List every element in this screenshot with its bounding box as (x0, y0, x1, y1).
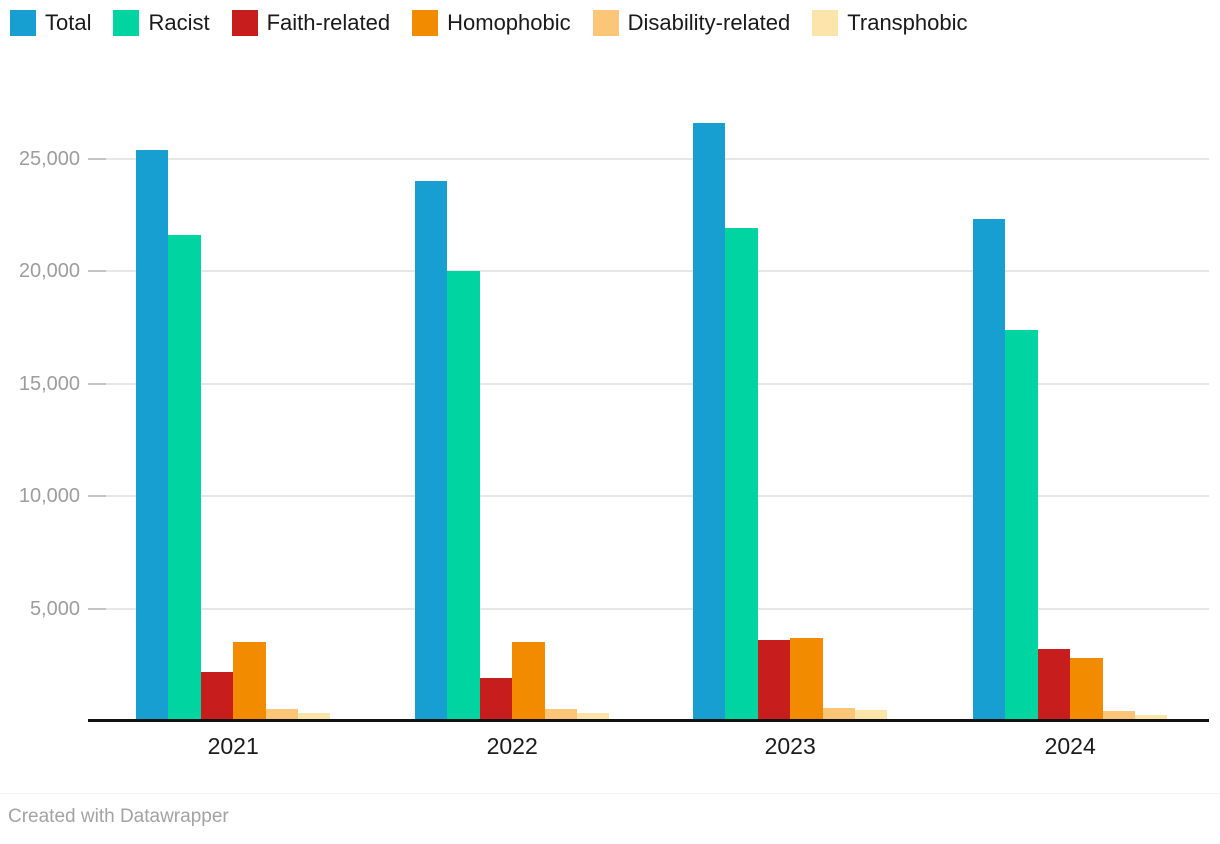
gridline-15000 (88, 382, 1209, 385)
gridline-25000 (88, 157, 1209, 160)
bar-disability-related-2023[interactable] (822, 707, 855, 721)
ytick-label-10000: 10,000 (18, 485, 80, 507)
ytick-mark-10000 (88, 495, 106, 497)
gridline-5000 (88, 607, 1209, 610)
datawrapper-attribution[interactable]: Created with Datawrapper (8, 806, 229, 827)
legend-item-transphobic: Transphobic (812, 10, 968, 36)
xtick-label-2024: 2024 (1044, 733, 1096, 759)
bar-homophobic-2021[interactable] (233, 642, 266, 721)
legend-item-total: Total (10, 10, 91, 36)
gridline-20000 (88, 270, 1209, 272)
legend-item-homophobic: Homophobic (412, 10, 571, 36)
bar-faith-related-2024[interactable] (1037, 649, 1071, 721)
ytick-label-20000: 20,000 (18, 260, 80, 282)
bar-total-2022[interactable] (415, 181, 448, 721)
legend-label-disability-related: Disability-related (627, 10, 791, 35)
bar-faith-related-2022[interactable] (479, 678, 513, 721)
xtick-label-2023: 2023 (764, 733, 816, 759)
bar-transphobic-2021[interactable] (298, 713, 331, 721)
legend-label-homophobic: Homophobic (447, 10, 571, 35)
legend-swatch-racist (113, 10, 140, 36)
legend-label-faith-related: Faith-related (266, 10, 391, 35)
bar-homophobic-2023[interactable] (790, 637, 823, 721)
ytick-mark-25000 (88, 157, 106, 160)
legend: Total Racist Faith-related Homophobic Disabi… (10, 10, 990, 36)
legend-item-disability-related: Disability-related (592, 10, 791, 36)
ytick-mark-20000 (88, 270, 106, 272)
legend-item-racist: Racist (113, 10, 210, 36)
bar-transphobic-2022[interactable] (577, 713, 610, 721)
bar-disability-related-2024[interactable] (1102, 710, 1135, 721)
bar-disability-related-2022[interactable] (544, 708, 577, 721)
bar-total-2021[interactable] (136, 149, 169, 721)
bar-racist-2021[interactable] (168, 235, 201, 721)
xtick-label-2021: 2021 (207, 733, 259, 759)
legend-swatch-homophobic (412, 10, 439, 36)
bar-racist-2023[interactable] (725, 228, 758, 721)
legend-swatch-total (10, 10, 36, 36)
bar-homophobic-2024[interactable] (1070, 658, 1103, 721)
ytick-mark-15000 (88, 382, 106, 385)
footer-divider (0, 793, 1220, 794)
bar-total-2023[interactable] (693, 122, 726, 721)
legend-label-transphobic: Transphobic (847, 10, 968, 35)
legend-swatch-disability-related (592, 10, 619, 36)
legend-item-faith-related: Faith-related (231, 10, 391, 36)
x-axis-line (88, 719, 1209, 722)
ytick-label-25000: 25,000 (18, 147, 80, 170)
gridline-10000 (88, 495, 1209, 497)
bar-total-2024[interactable] (973, 219, 1006, 721)
bar-faith-related-2023[interactable] (757, 640, 791, 721)
bar-faith-related-2021[interactable] (200, 671, 234, 721)
bar-racist-2024[interactable] (1005, 329, 1038, 721)
legend-label-total: Total (45, 10, 92, 35)
legend-label-racist: Racist (148, 10, 210, 35)
bar-homophobic-2022[interactable] (512, 642, 545, 721)
bar-racist-2022[interactable] (447, 271, 480, 721)
bar-transphobic-2023[interactable] (855, 709, 888, 721)
legend-swatch-faith-related (231, 10, 258, 36)
ytick-mark-5000 (88, 607, 106, 610)
bar-transphobic-2024[interactable] (1135, 714, 1168, 721)
legend-swatch-transphobic (812, 10, 839, 36)
bar-disability-related-2021[interactable] (265, 708, 298, 721)
ytick-label-5000: 5,000 (29, 597, 80, 620)
xtick-label-2022: 2022 (486, 733, 538, 759)
ytick-label-15000: 15,000 (18, 372, 80, 395)
